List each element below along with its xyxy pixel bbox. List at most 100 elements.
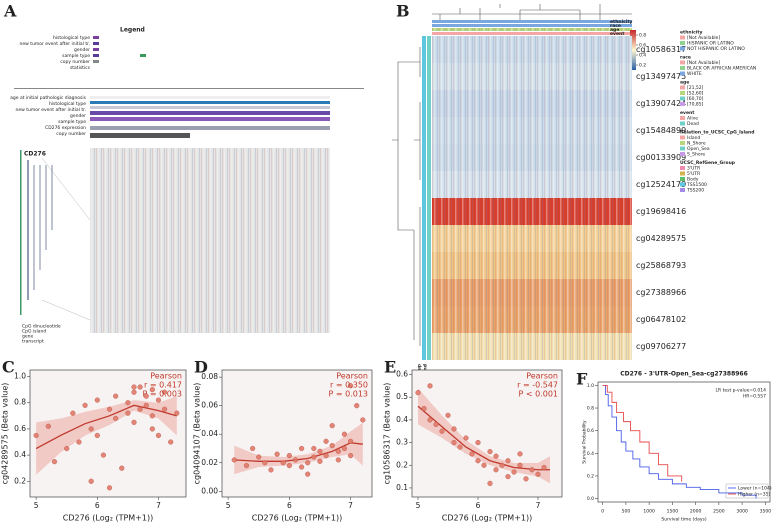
legend-label: WHITE [687, 71, 702, 77]
y-tick-label: 0.4 [587, 451, 594, 457]
point [64, 445, 70, 452]
point [529, 467, 535, 473]
heatmap-texture [432, 333, 632, 360]
panel-label: F [576, 370, 588, 389]
track [90, 126, 330, 130]
heatmap-texture [432, 144, 632, 171]
legend-swatch [680, 135, 685, 140]
track-label: CD276 expression [45, 125, 86, 131]
y-tick-label: 0.0 [587, 496, 594, 502]
survival-curve [602, 384, 757, 499]
swatch [93, 42, 99, 45]
methylation-texture [90, 148, 330, 333]
track-label: event [610, 31, 625, 37]
point [347, 383, 354, 389]
point [305, 460, 311, 466]
point [305, 471, 311, 477]
swatch [93, 54, 99, 57]
point [119, 465, 125, 471]
annotation: r = 0.350 [330, 381, 368, 390]
legend-swatch [680, 66, 685, 70]
row-label: cg15484899 [636, 126, 686, 135]
legend-title: Relation_to_UCSC_CpG_Island [680, 130, 755, 136]
legend-title: race [680, 55, 691, 61]
point [487, 480, 493, 486]
legend-swatch [680, 85, 685, 90]
legend-swatch [680, 35, 685, 40]
point [298, 445, 305, 452]
x-axis-label: CD276 (Log₂ (TPM+1)) [63, 514, 154, 523]
point [174, 410, 180, 416]
y-axis-label: cg04094107 (Beta value) [193, 383, 202, 485]
point [125, 410, 131, 416]
row-label: cg04289575 [636, 234, 686, 243]
track [90, 96, 330, 99]
panel-a: A Legend [3, 2, 364, 333]
x-tick-label: 6 [287, 501, 292, 510]
annotation-track [432, 28, 632, 31]
point [415, 390, 421, 396]
point [323, 438, 329, 444]
legend-swatch [680, 188, 685, 192]
row-label: cg09706277 [636, 342, 686, 351]
y-tick-label: 0.4 [14, 450, 26, 459]
point [347, 438, 354, 444]
legend-label: HISPANIC OR LATINO [687, 41, 734, 47]
legend-swatch [680, 60, 685, 65]
swatch [140, 54, 146, 57]
point [131, 389, 137, 395]
y-tick-label: 0.6 [396, 370, 408, 379]
gene-label: CD276 [24, 151, 46, 158]
point [298, 464, 305, 470]
point [161, 406, 168, 412]
point [168, 439, 174, 445]
panel-label: A [3, 2, 17, 21]
point [231, 457, 237, 463]
annotation: P < 0.001 [518, 390, 558, 399]
y-tick-label: 0.1 [396, 483, 408, 492]
point [451, 439, 457, 446]
legend-label: 3'UTR [687, 166, 700, 172]
track-label: ethnicity [610, 19, 633, 25]
row-label: cg12524179 [636, 180, 686, 189]
heatmap-texture [432, 90, 632, 117]
x-tick-label: 2500 [713, 509, 725, 515]
track-label: age [610, 28, 619, 33]
legend-label: [70,85] [687, 102, 704, 108]
point [463, 435, 469, 441]
legend-label: NOT HISPANIC OR LATINO [687, 46, 745, 52]
point [317, 448, 323, 454]
annotation-track [432, 20, 632, 23]
heatmap-texture [432, 63, 632, 90]
point [268, 467, 274, 473]
y-tick-label: 0.3 [396, 438, 408, 447]
point [143, 402, 149, 408]
panel-label: B [396, 2, 410, 21]
point [292, 457, 299, 463]
point [100, 452, 107, 458]
annotation: P = 0.003 [142, 390, 182, 399]
point [274, 451, 280, 457]
point [286, 453, 292, 459]
colorbar [630, 30, 636, 70]
legend-label: [Not Available] [687, 60, 720, 66]
track-label: copy number [56, 131, 86, 137]
point [335, 448, 341, 454]
y-tick-label: 0.2 [14, 476, 26, 485]
x-axis-label: Survival time (days) [661, 517, 707, 523]
y-tick-label: 0.5 [396, 392, 408, 401]
point [505, 473, 511, 480]
annotation: Pearson [336, 372, 368, 381]
fit-line [35, 404, 178, 450]
row-label: cg10586317 [636, 45, 686, 54]
point [280, 460, 286, 466]
point [88, 478, 94, 484]
colorbar-label: 0.2 [639, 63, 646, 69]
track [90, 111, 330, 115]
y-tick-label: 0.04 [201, 429, 218, 438]
legend-label: [21,52] [687, 85, 704, 91]
point [94, 432, 100, 439]
point [137, 384, 143, 390]
point [475, 458, 481, 464]
